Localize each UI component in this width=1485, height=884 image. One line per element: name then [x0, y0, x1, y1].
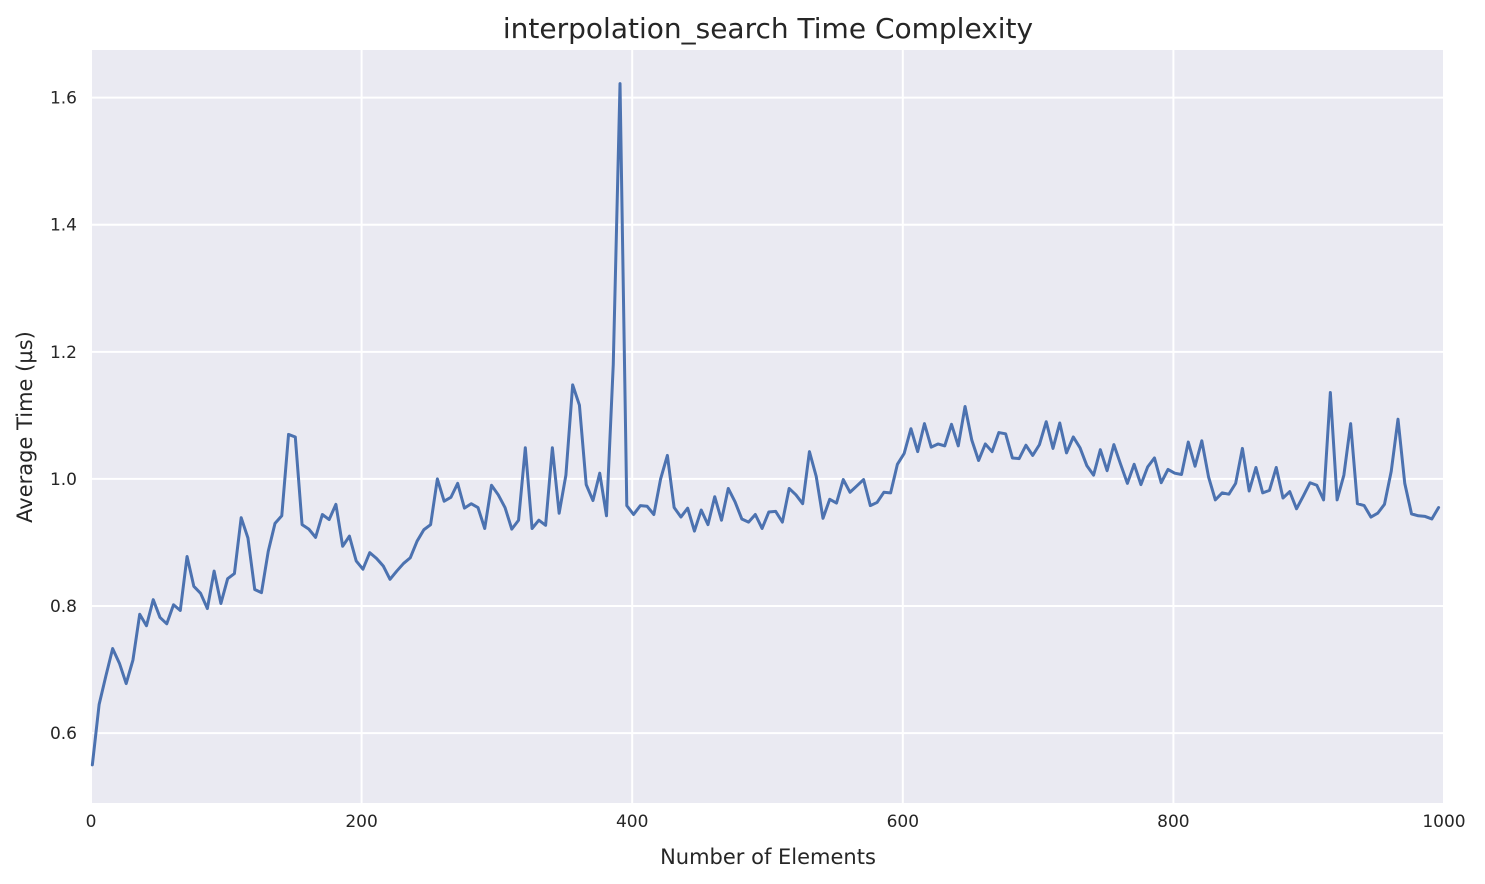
x-tick-label: 600: [887, 812, 919, 832]
y-tick-label: 0.8: [50, 597, 77, 617]
plot-area-background: [91, 50, 1444, 803]
x-axis-label: Number of Elements: [660, 845, 876, 869]
x-tick-label: 0: [86, 812, 97, 832]
x-tick-label: 400: [616, 812, 648, 832]
y-gridlines: [91, 96, 1444, 735]
x-tick-label: 800: [1157, 812, 1189, 832]
series-line: [90, 82, 1441, 767]
y-tick-label: 1.2: [50, 343, 77, 363]
y-tick-label: 1.0: [50, 470, 77, 490]
x-tick-labels: 0 200 400 600 800 1000: [86, 812, 1466, 832]
y-tick-label: 0.6: [50, 724, 77, 744]
y-tick-label: 1.6: [50, 89, 77, 109]
x-gridlines: [90, 50, 1445, 803]
x-tick-label: 1000: [1422, 812, 1465, 832]
y-axis-label: Average Time (µs): [13, 331, 37, 523]
y-tick-labels: 0.6 0.8 1.0 1.2 1.4 1.6: [50, 89, 77, 744]
x-tick-label: 200: [345, 812, 377, 832]
chart-title: interpolation_search Time Complexity: [503, 12, 1033, 45]
y-tick-label: 1.4: [50, 216, 77, 236]
